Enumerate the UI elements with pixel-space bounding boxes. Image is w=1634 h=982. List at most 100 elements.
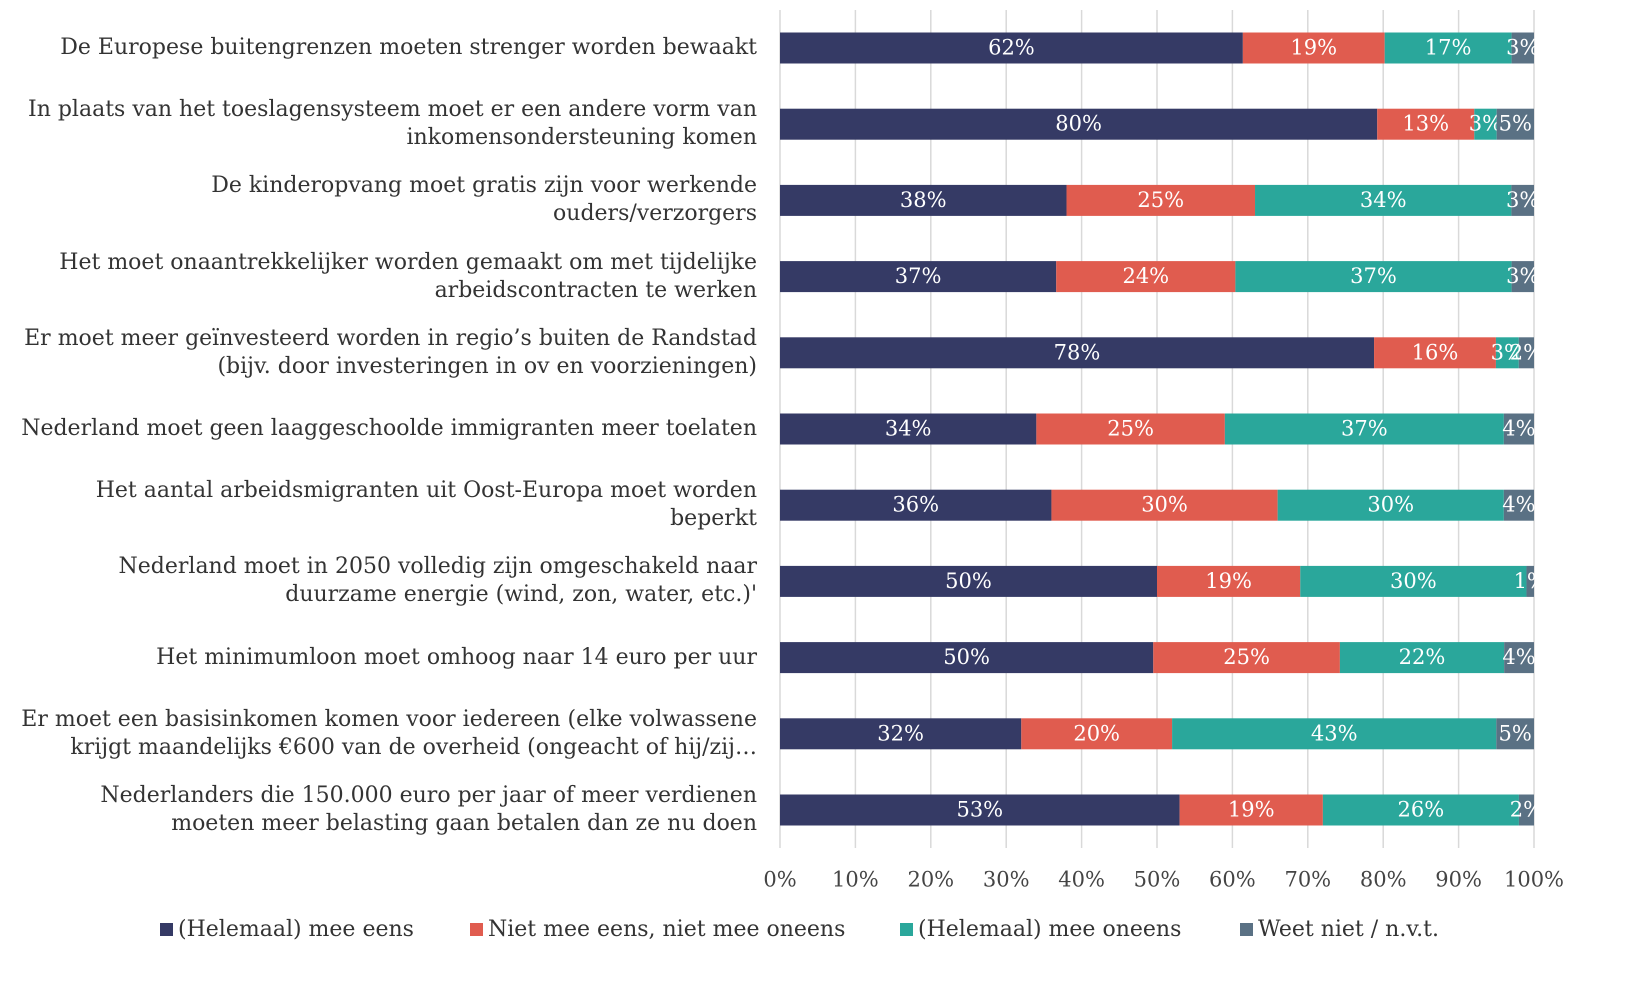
category-label: Het moet onaantrekkelijker worden gemaak…: [0, 239, 757, 315]
category-text: Het moet onaantrekkelijker worden gemaak…: [59, 249, 757, 303]
bar-segment: [780, 565, 1157, 597]
data-label: 2%: [1510, 798, 1543, 822]
category-text: Nederland moet geen laaggeschoolde immig…: [21, 416, 757, 441]
x-tick-label: 80%: [1360, 868, 1407, 892]
category-text: Er moet meer geïnvesteerd worden in regi…: [24, 325, 757, 379]
data-label: 4%: [1502, 417, 1535, 441]
data-label: 3%: [1506, 36, 1539, 60]
category-label: Het aantal arbeidsmigranten uit Oost-Eur…: [0, 467, 757, 543]
bar-segment: [1242, 32, 1385, 64]
bar-segment: [1157, 565, 1301, 597]
data-label: 16%: [1412, 340, 1459, 364]
data-label: 38%: [900, 188, 947, 212]
legend-label: Niet mee eens, niet mee oneens: [488, 917, 845, 942]
data-label: 30%: [1141, 493, 1188, 517]
category-text: Nederland moet in 2050 volledig zijn omg…: [118, 554, 757, 608]
x-tick-label: 100%: [1504, 868, 1564, 892]
bar-segment: [1518, 794, 1534, 826]
x-tick-label: 70%: [1284, 868, 1331, 892]
x-tick-label: 40%: [1058, 868, 1105, 892]
bar-segment: [1322, 794, 1519, 826]
bar-segment: [1179, 794, 1323, 826]
category-label: De kinderopvang moet gratis zijn voor we…: [0, 162, 757, 238]
data-label: 3%: [1491, 340, 1524, 364]
bar-segment: [780, 413, 1037, 445]
data-label: 34%: [885, 417, 932, 441]
bar-segment: [780, 32, 1243, 64]
data-label: 43%: [1311, 721, 1358, 745]
data-label: 22%: [1399, 645, 1446, 669]
data-label: 53%: [956, 798, 1003, 822]
x-tick-label: 50%: [1134, 868, 1181, 892]
bar-segment: [1255, 184, 1512, 216]
data-label: 37%: [1350, 264, 1397, 288]
bar-segment: [1496, 718, 1534, 750]
bar-segment: [1495, 337, 1519, 369]
bar-segment: [1496, 108, 1534, 140]
data-label: 19%: [1205, 569, 1252, 593]
data-label: 5%: [1498, 721, 1531, 745]
legend-swatch: [900, 923, 913, 936]
category-label: In plaats van het toeslagensysteem moet …: [0, 86, 757, 162]
legend-swatch: [1240, 923, 1253, 936]
bar-segment: [1051, 489, 1278, 521]
bar-segment: [1056, 261, 1236, 293]
bar-segment: [1526, 565, 1534, 597]
bar-segment: [1153, 642, 1340, 674]
bar-segment: [1503, 489, 1534, 521]
bar-segment: [1300, 565, 1527, 597]
data-label: 36%: [892, 493, 939, 517]
bar-segment: [1066, 184, 1256, 216]
legend-label: (Helemaal) mee oneens: [918, 917, 1181, 942]
data-label: 32%: [877, 721, 924, 745]
category-label: Het minimumloon moet omhoog naar 14 euro…: [0, 620, 757, 696]
category-text: Er moet een basisinkomen komen voor iede…: [21, 706, 757, 760]
x-tick-label: 90%: [1435, 868, 1482, 892]
legend-label: Weet niet / n.v.t.: [1258, 917, 1439, 942]
category-label: Er moet een basisinkomen komen voor iede…: [0, 696, 757, 772]
bar-segment: [1021, 718, 1173, 750]
category-text: Het aantal arbeidsmigranten uit Oost-Eur…: [95, 478, 757, 532]
data-label: 80%: [1055, 112, 1102, 136]
bar-segment: [1474, 108, 1497, 140]
data-label: 13%: [1402, 112, 1449, 136]
bar-segment: [780, 794, 1180, 826]
data-label: 25%: [1137, 188, 1184, 212]
category-label: Er moet meer geïnvesteerd worden in regi…: [0, 315, 757, 391]
data-label: 19%: [1290, 36, 1337, 60]
data-label: 2%: [1510, 340, 1543, 364]
category-label: De Europese buitengrenzen moeten strenge…: [0, 10, 757, 86]
category-label: Nederlanders die 150.000 euro per jaar o…: [0, 772, 757, 848]
data-label: 3%: [1469, 112, 1502, 136]
category-text: In plaats van het toeslagensysteem moet …: [28, 97, 757, 151]
x-tick-label: 20%: [907, 868, 954, 892]
data-label: 62%: [988, 36, 1035, 60]
bar-segment: [780, 261, 1057, 293]
x-tick-label: 0%: [763, 868, 796, 892]
bar-segment: [1503, 413, 1534, 445]
category-label: Nederland moet in 2050 volledig zijn omg…: [0, 543, 757, 619]
bar-segment: [1518, 337, 1534, 369]
x-tick-label: 60%: [1209, 868, 1256, 892]
x-tick-label: 30%: [983, 868, 1030, 892]
data-label: 30%: [1390, 569, 1437, 593]
bar-segment: [780, 642, 1154, 674]
bar-segment: [780, 337, 1375, 369]
data-label: 5%: [1499, 112, 1532, 136]
bar-segment: [780, 184, 1067, 216]
data-label: 3%: [1506, 188, 1539, 212]
bar-segment: [1224, 413, 1504, 445]
data-label: 20%: [1073, 721, 1120, 745]
data-label: 50%: [943, 645, 990, 669]
data-label: 25%: [1223, 645, 1270, 669]
data-label: 3%: [1506, 264, 1539, 288]
data-label: 37%: [895, 264, 942, 288]
data-label: 30%: [1367, 493, 1414, 517]
bar-segment: [1511, 184, 1534, 216]
bar-segment: [1374, 337, 1496, 369]
data-label: 34%: [1360, 188, 1407, 212]
data-label: 37%: [1341, 417, 1388, 441]
bar-segment: [780, 108, 1378, 140]
data-label: 19%: [1228, 798, 1275, 822]
